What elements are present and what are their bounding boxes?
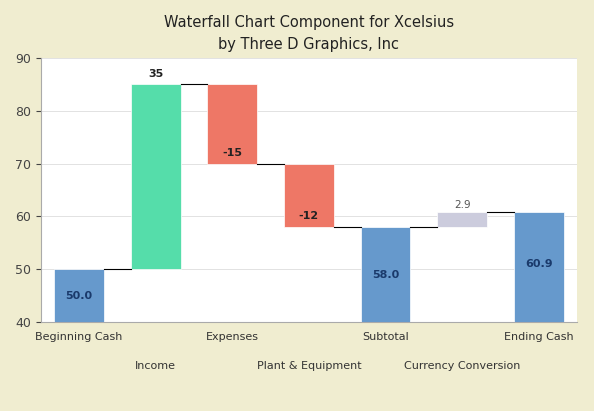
Text: 50.0: 50.0 xyxy=(65,291,93,301)
Text: Plant & Equipment: Plant & Equipment xyxy=(257,361,361,372)
Text: 58.0: 58.0 xyxy=(372,270,399,280)
Bar xyxy=(207,84,257,164)
Bar xyxy=(437,212,487,227)
Text: -15: -15 xyxy=(222,148,242,158)
Text: 35: 35 xyxy=(148,69,163,79)
Text: -12: -12 xyxy=(299,212,319,222)
Text: 2.9: 2.9 xyxy=(454,200,470,210)
Text: 60.9: 60.9 xyxy=(525,259,552,269)
Text: Income: Income xyxy=(135,361,176,372)
Bar xyxy=(361,227,410,323)
Text: Currency Conversion: Currency Conversion xyxy=(404,361,520,372)
Bar xyxy=(131,84,181,270)
Bar xyxy=(284,164,334,227)
Title: Waterfall Chart Component for Xcelsius
by Three D Graphics, Inc: Waterfall Chart Component for Xcelsius b… xyxy=(164,15,454,52)
Bar xyxy=(54,270,104,323)
Bar xyxy=(514,212,564,323)
